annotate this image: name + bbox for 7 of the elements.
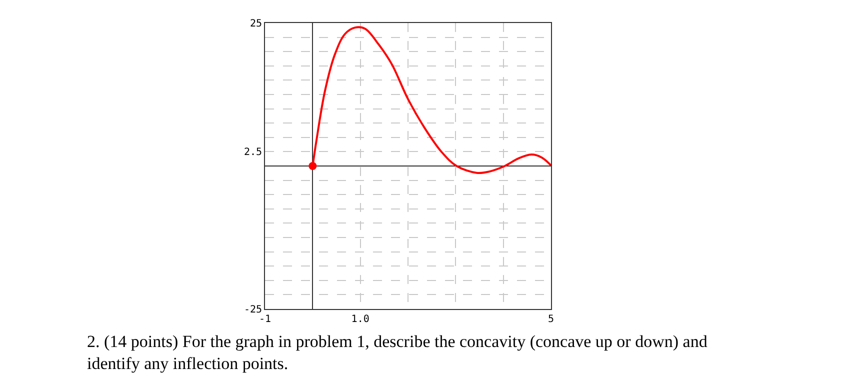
y-tick-label: 2.5 <box>244 147 262 158</box>
x-tick-label: 1.0 <box>351 314 370 325</box>
x-tick-label: 5 <box>548 314 554 325</box>
x-tick-label: -1 <box>258 314 272 325</box>
y-tick-label: -25 <box>244 304 262 316</box>
y-tick-label: 25 <box>250 18 262 30</box>
text: 2. (14 points) For the graph in problem 1, describe the concavity (concave up or down) and identify any inflection points. <box>87 332 708 374</box>
